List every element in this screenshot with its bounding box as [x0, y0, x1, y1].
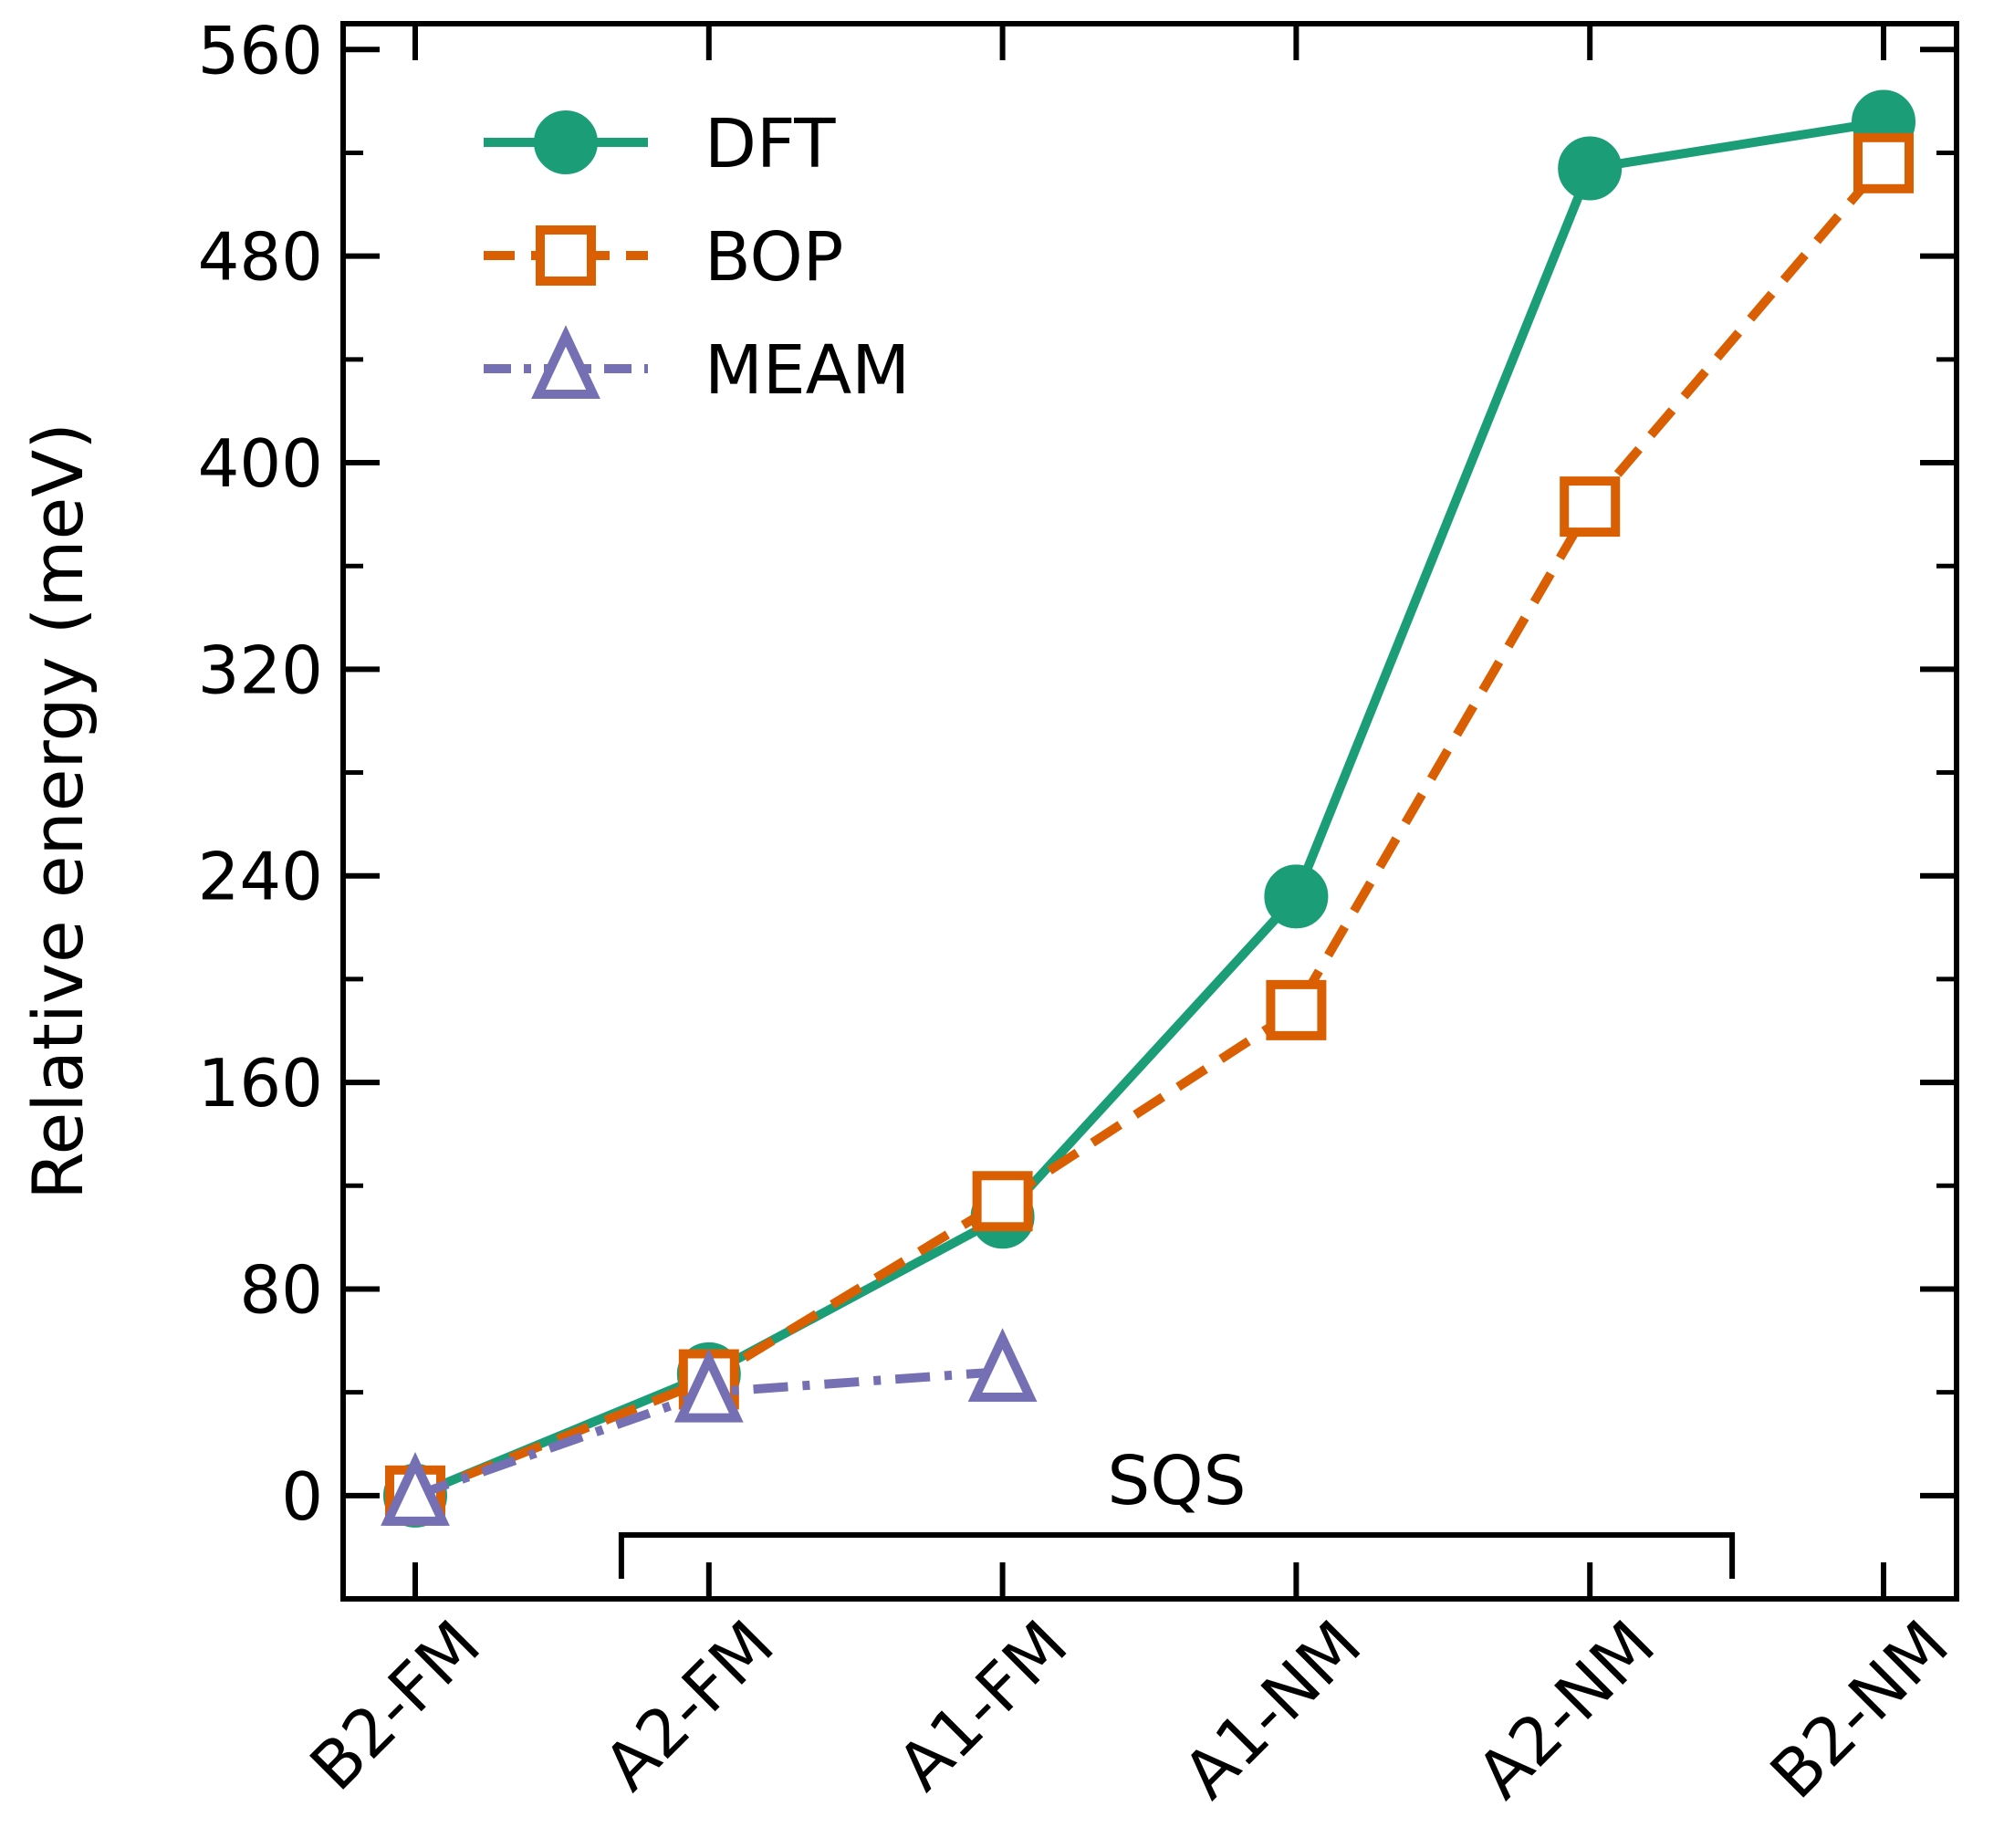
- legend-entry-dft: DFT: [484, 105, 836, 183]
- data-point: [1853, 132, 1914, 193]
- legend-label: BOP: [705, 218, 843, 297]
- plot-frame: [340, 21, 1959, 1602]
- data-point: [1264, 864, 1329, 929]
- y-tick-label: 400: [198, 425, 323, 502]
- x-tick-label: A1-NM: [1168, 1606, 1375, 1813]
- legend-label: MEAM: [705, 331, 910, 410]
- y-tick-label: 0: [281, 1458, 323, 1535]
- series-line: [413, 117, 1884, 1500]
- y-tick-label: 320: [198, 632, 323, 708]
- series-meam: [381, 1328, 1038, 1526]
- series-bop: [385, 132, 1914, 1526]
- y-tick-label: 80: [239, 1251, 323, 1328]
- x-tick-label: A2-FM: [590, 1606, 788, 1805]
- sqs-bracket: SQS: [618, 1442, 1736, 1579]
- y-tick-label: 160: [198, 1045, 323, 1122]
- x-tick-label: B2-FM: [296, 1606, 495, 1805]
- y-axis-label: Relative energy (meV): [17, 423, 99, 1200]
- series-dft: [383, 89, 1915, 1528]
- bracket-label: SQS: [1107, 1442, 1246, 1520]
- x-tick-label: A1-FM: [882, 1606, 1081, 1805]
- legend: DFT BOP MEAM: [484, 105, 910, 410]
- data-point: [1560, 476, 1621, 538]
- legend-marker: [531, 325, 600, 399]
- legend-label: DFT: [705, 105, 836, 183]
- y-tick-label: 240: [198, 839, 323, 915]
- data-point: [967, 1328, 1038, 1403]
- legend-marker: [534, 110, 598, 174]
- legend-marker: [536, 225, 596, 286]
- bracket-line: [618, 1532, 1736, 1579]
- data-point: [1558, 136, 1623, 201]
- legend-entry-bop: BOP: [484, 218, 843, 297]
- series-line: [413, 160, 1887, 1500]
- axes: 0 80 160 240 320 400 480 560 B2-FM A2-FM A1-FM A1-N…: [198, 12, 1963, 1812]
- data-point: [972, 1171, 1033, 1232]
- x-tick-label: A2-NM: [1462, 1606, 1669, 1813]
- data-point: [381, 1452, 450, 1526]
- data-point: [1266, 979, 1327, 1040]
- series-layer: [381, 89, 1915, 1528]
- y-tick-label: 480: [198, 219, 323, 296]
- y-tick-label: 560: [198, 12, 323, 89]
- legend-entry-meam: MEAM: [484, 325, 910, 410]
- x-tick-label: B2-NM: [1756, 1606, 1963, 1813]
- data-point: [673, 1348, 744, 1423]
